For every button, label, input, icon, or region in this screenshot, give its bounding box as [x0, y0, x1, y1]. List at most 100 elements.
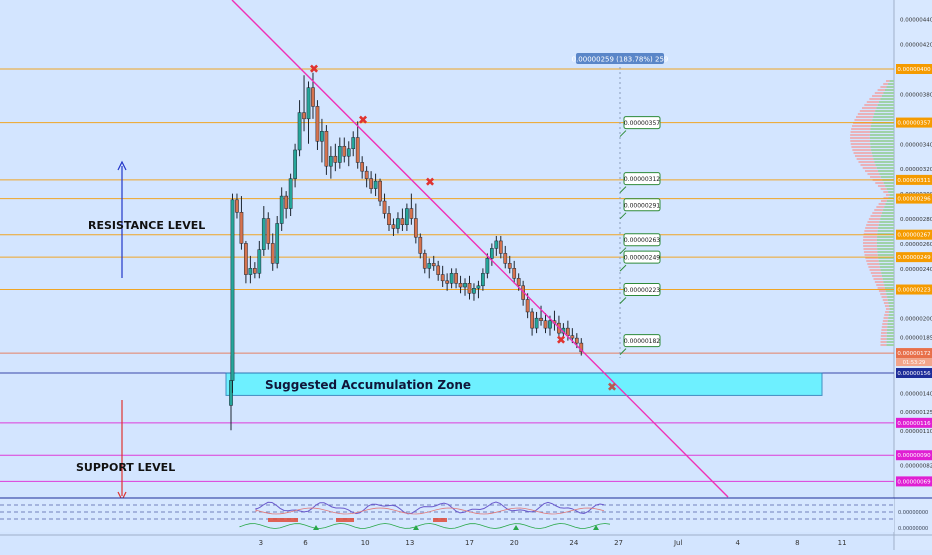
- candle-body: [342, 145, 347, 157]
- candle-body: [481, 273, 485, 287]
- target-pointer: [619, 297, 627, 304]
- candle-body: [507, 263, 512, 269]
- volume-profile-bar: [876, 242, 894, 244]
- candle-body: [467, 283, 472, 294]
- volume-profile-bar: [857, 113, 875, 115]
- oscillator-tick: 0.00000000: [898, 510, 928, 516]
- volume-profile-bar: [884, 305, 890, 307]
- candle-body: [396, 218, 400, 229]
- oscillator-histogram-red: [268, 518, 298, 522]
- volume-profile-bar: [874, 113, 894, 115]
- candle-body: [534, 317, 539, 329]
- volume-profile-bar: [880, 188, 887, 190]
- volume-profile-bar: [864, 170, 879, 172]
- target-pointer: [619, 130, 627, 137]
- y-tick-label: 0.00000320: [900, 167, 932, 173]
- volume-profile-bar: [872, 155, 894, 157]
- oscillator-signal-triangle: [413, 525, 419, 530]
- y-tick-label: 0.00000185: [900, 335, 932, 341]
- candle-body: [512, 268, 517, 279]
- price-badge-label: 0.00000156: [897, 371, 931, 377]
- y-tick-label: 0.00000240: [900, 267, 932, 273]
- volume-profile-bar: [876, 239, 894, 241]
- volume-profile-bar: [882, 320, 888, 322]
- volume-profile-bar: [885, 308, 890, 310]
- volume-profile-bar: [870, 272, 882, 274]
- volume-profile-bar: [886, 344, 894, 346]
- candle-body: [570, 335, 575, 339]
- candle-body: [288, 178, 293, 209]
- volume-profile-bar: [850, 137, 870, 139]
- candle-body: [302, 112, 306, 120]
- candle-body: [422, 253, 427, 269]
- x-tick-label: 3: [259, 539, 263, 547]
- candle-body: [284, 195, 289, 209]
- volume-profile-bar: [888, 191, 894, 193]
- candle-body: [525, 299, 530, 313]
- volume-profile-bar: [877, 287, 885, 289]
- volume-profile-bar: [870, 131, 894, 133]
- volume-profile-bar: [863, 245, 878, 247]
- zone-box: [225, 372, 823, 396]
- candle-body: [261, 218, 266, 250]
- trendline-line: [231, 0, 729, 498]
- volume-profile-bar: [854, 119, 873, 121]
- volume-profile-bar: [883, 182, 894, 184]
- volume-profile-bar: [881, 272, 894, 274]
- volume-profile-bar: [883, 197, 889, 199]
- volume-profile-bar: [885, 203, 894, 205]
- candle-body: [400, 218, 405, 225]
- volume-profile-bar: [884, 314, 889, 316]
- volume-profile-bar: [881, 332, 887, 334]
- volume-profile-bar: [886, 332, 894, 334]
- volume-profile-bar: [864, 104, 878, 106]
- price-badge: [896, 174, 932, 185]
- horizontal-levels: [0, 68, 894, 482]
- oscillator-tick: 0.00000000: [898, 526, 928, 532]
- volume-profile-bar: [880, 98, 894, 100]
- volume-profile-bar: [870, 128, 894, 130]
- volume-profile-bar: [882, 278, 894, 280]
- volume-profile-bar: [883, 92, 894, 94]
- candle-body: [449, 273, 454, 284]
- volume-profile-bar: [870, 146, 894, 148]
- candle-body: [539, 317, 543, 321]
- volume-profile-bar: [884, 206, 894, 208]
- candle-body: [248, 268, 253, 275]
- volume-profile-bar: [877, 245, 894, 247]
- target-pointer: [619, 186, 627, 193]
- volume-profile-bar: [881, 326, 888, 328]
- volume-profile-bar: [886, 188, 894, 190]
- y-tick-label: 0.00000340: [900, 142, 932, 148]
- volume-profile-bar: [856, 116, 874, 118]
- candle-body: [454, 273, 458, 284]
- volume-profile-bar: [888, 317, 894, 319]
- candle-body: [382, 200, 387, 214]
- volume-profile-bar: [878, 290, 886, 292]
- volume-profile-bar: [877, 104, 894, 106]
- volume-profile-bar: [870, 215, 882, 217]
- target-label: 0.00000291: [624, 202, 660, 209]
- volume-profile-bar: [885, 290, 894, 292]
- price-badge-label: 0.00000172: [897, 351, 930, 357]
- target-label-box: [623, 283, 661, 297]
- volume-profile-bar: [889, 305, 894, 307]
- candle-body: [244, 243, 248, 275]
- price-badge: [896, 450, 932, 461]
- candle-body: [333, 155, 338, 163]
- volume-profile-bar: [874, 161, 894, 163]
- target-label: 0.00000249: [624, 255, 660, 262]
- volume-profile-bar: [889, 194, 894, 196]
- volume-profile-bar: [862, 242, 877, 244]
- volume-profile-bar: [877, 233, 894, 235]
- candle-body: [413, 218, 418, 238]
- x-tick-label: 24: [569, 539, 578, 547]
- volume-profile-bar: [883, 191, 889, 193]
- x-tick-label: 17: [465, 539, 474, 547]
- oscillator-line-primary: [255, 501, 605, 515]
- candle-body: [230, 199, 235, 381]
- candle-body: [315, 106, 320, 142]
- oscillator-signal-triangle: [513, 525, 519, 530]
- price-badge-label: 0.00000116: [897, 421, 931, 427]
- measure-label: 0.00000259 (183.78%) 259: [572, 56, 669, 64]
